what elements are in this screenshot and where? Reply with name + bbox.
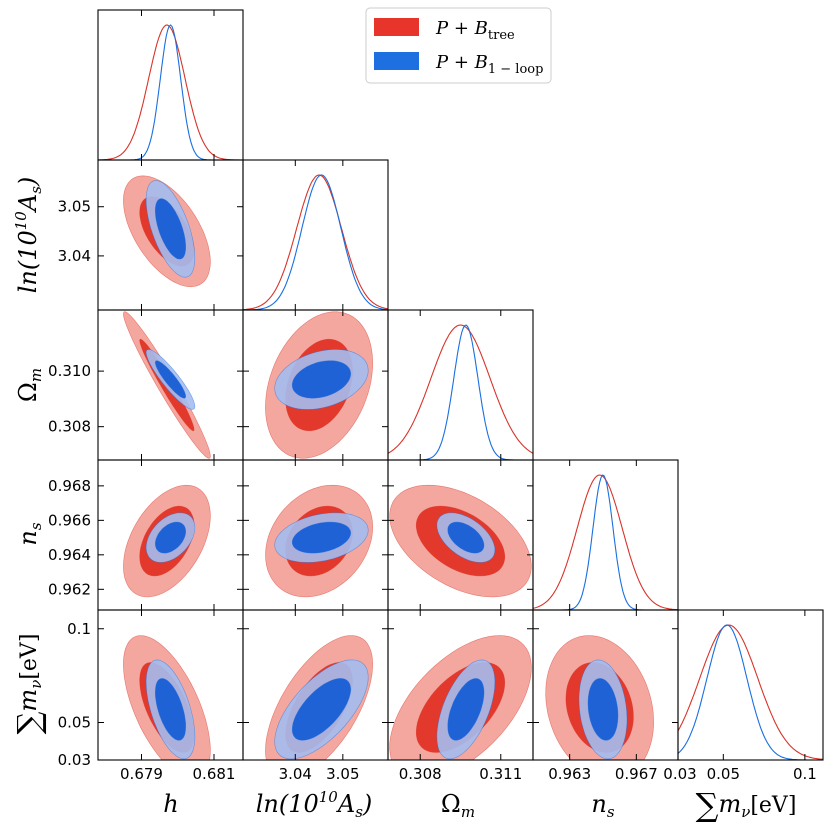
y-tick-label: 3.05: [58, 198, 91, 216]
panel-frame-0-0: [97, 9, 244, 161]
x-axis-labels: h ln(1010As) Ωm ns ∑mν[eV]: [163, 786, 796, 824]
loop-1sigma-contour: [155, 678, 186, 741]
loop-1sigma-contour: [447, 678, 485, 741]
contour-group-2-1: [265, 311, 374, 459]
legend-swatch-loop: [374, 52, 419, 70]
loop-1sigma-contour: [291, 678, 352, 741]
contour-group-3-1: [265, 484, 374, 598]
x-tick-label: 0.05: [707, 765, 740, 783]
loop-marginal-3: [533, 474, 678, 611]
y-tick-label: 0.05: [58, 714, 91, 732]
legend-label-tree: P + Btree: [435, 18, 515, 43]
loop-1sigma-contour: [155, 521, 186, 554]
legend-swatch-tree: [374, 18, 419, 36]
x-tick-label: 0.967: [615, 765, 658, 783]
legend-label-loop: P + B1 − loop: [435, 52, 543, 77]
y-tick-label: 0.968: [48, 477, 91, 495]
x-tick-label: 0.681: [193, 765, 236, 783]
xlabel-omega: Ωm: [441, 790, 475, 821]
contour-group-2-0: [123, 311, 211, 459]
y-tick-label: 0.03: [58, 751, 91, 769]
x-tick-label: 0.1: [793, 765, 817, 783]
tree-marginal-1: [242, 174, 389, 311]
loop-marginal-0: [98, 24, 243, 161]
loop-1sigma-contour: [155, 360, 186, 399]
ylabel-omega: Ωm: [14, 368, 45, 402]
contour-group-1-0: [123, 175, 211, 288]
x-tick-label: 0.03: [663, 765, 696, 783]
x-tick-label: 0.311: [479, 765, 522, 783]
tree-marginal-0: [98, 24, 243, 161]
y-tick-label: 3.04: [58, 247, 91, 265]
x-tick-label: 0.679: [120, 765, 163, 783]
x-tick-label: 3.05: [326, 765, 359, 783]
loop-marginal-1: [242, 174, 389, 311]
y-tick-label: 0.964: [48, 546, 91, 564]
contour-group-4-3: [545, 635, 654, 760]
tree-marginal-4: [677, 624, 824, 760]
y-tick-label: 0.1: [67, 620, 91, 638]
tree-marginal-2: [387, 324, 534, 454]
loop-marginal-2: [388, 324, 533, 461]
xlabel-mnu: ∑mν[eV]: [696, 786, 797, 824]
contour-group-3-2: [389, 484, 532, 598]
contour-group-4-2: [389, 635, 532, 760]
loop-1sigma-contour: [155, 198, 186, 260]
panel-frame-2-2: [387, 309, 534, 461]
panel-frame-3-3: [532, 459, 679, 611]
contour-group-3-0: [123, 484, 211, 598]
loop-marginal-4: [677, 624, 823, 761]
xlabel-h: h: [163, 790, 178, 818]
contour-group-4-0: [123, 635, 211, 760]
y-axis-labels: ln(1010As) Ωm ns ∑mν[eV]: [10, 177, 48, 735]
y-tick-label: 0.308: [48, 418, 91, 436]
x-tick-label: 0.963: [548, 765, 591, 783]
xlabel-lnAs: ln(1010As): [256, 788, 373, 821]
loop-1sigma-contour: [291, 360, 352, 399]
ylabel-mnu: ∑mν[eV]: [10, 634, 48, 735]
panel-frame-4-4: [677, 609, 824, 761]
y-tick-label: 0.966: [48, 511, 91, 529]
loop-1sigma-contour: [447, 521, 485, 554]
panels: 0.679 0.681 3.04 3.05 0.308 0.311 0.963 0.967 0.…: [48, 9, 824, 783]
y-tick-label: 0.310: [48, 362, 91, 380]
contour-group-4-1: [265, 635, 374, 760]
legend: P + Btree P + B1 − loop: [365, 7, 552, 84]
x-tick-label: 3.04: [279, 765, 312, 783]
ylabel-ns: ns: [14, 522, 45, 545]
xlabel-ns: ns: [591, 790, 614, 821]
ylabel-lnAs: ln(1010As): [12, 177, 45, 294]
tree-marginal-3: [532, 474, 679, 611]
loop-1sigma-contour: [587, 678, 619, 741]
loop-1sigma-contour: [291, 521, 352, 554]
y-tick-label: 0.962: [48, 580, 91, 598]
x-tick-label: 0.308: [399, 765, 442, 783]
